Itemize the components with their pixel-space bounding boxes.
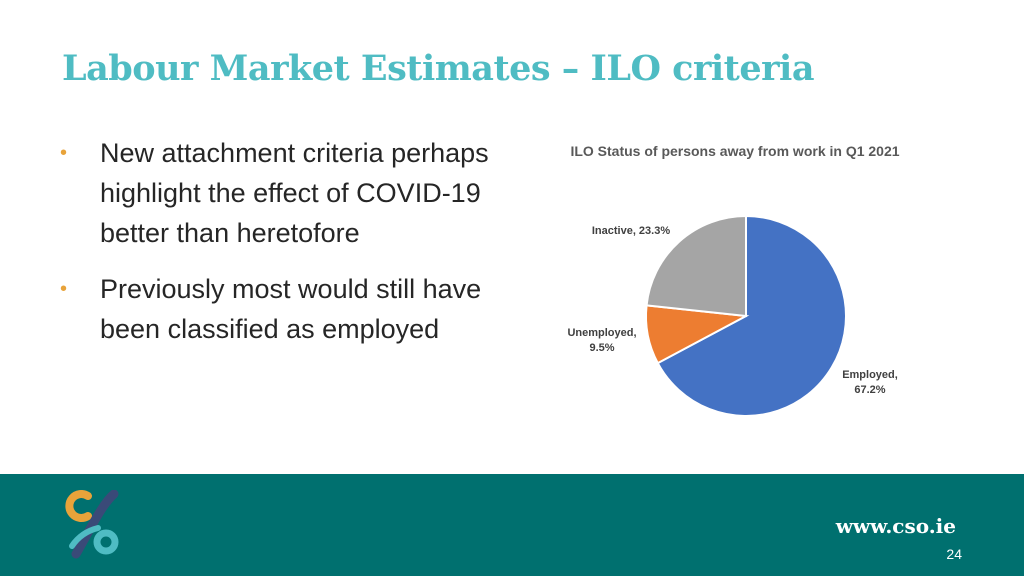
slide-title: Labour Market Estimates – ILO criteria — [62, 48, 815, 89]
pie-slice — [656, 214, 847, 417]
slice-label: Unemployed, 9.5% — [567, 327, 636, 354]
chart-title: ILO Status of persons away from work in … — [570, 143, 900, 159]
bullet-item: • New attachment criteria perhaps highli… — [60, 133, 500, 253]
bullet-dot-icon: • — [60, 278, 68, 300]
cso-logo-icon — [65, 490, 119, 559]
bullet-text: New attachment criteria perhaps highligh… — [100, 138, 489, 248]
slice-label: Employed, 67.2% — [842, 369, 898, 396]
pie-slice — [645, 214, 747, 318]
slice-label: Inactive, 23.3% — [592, 225, 670, 237]
bullet-text: Previously most would still have been cl… — [100, 274, 482, 344]
bullet-dot-icon: • — [60, 142, 68, 164]
website-link[interactable]: www.cso.ie — [835, 514, 956, 538]
bullet-item: • Previously most would still have been … — [60, 269, 500, 349]
pie-chart: Employed, 67.2% Unemployed, 9.5% Inactive, 2… — [567, 214, 898, 417]
page-number: 24 — [946, 546, 962, 562]
footer-bar: www.cso.ie 24 — [0, 474, 1024, 576]
bullet-list: • New attachment criteria perhaps highli… — [60, 133, 500, 365]
